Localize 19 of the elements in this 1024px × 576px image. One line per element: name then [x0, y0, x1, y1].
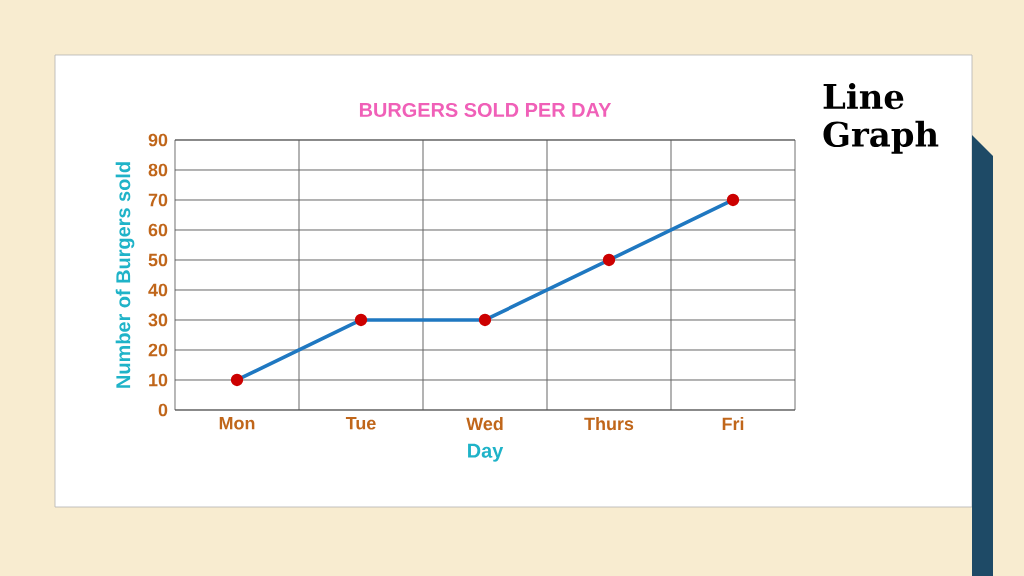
y-tick-label: 20: [148, 343, 168, 357]
x-axis-title: Day: [468, 443, 504, 462]
x-tick-label: Fri: [722, 417, 744, 431]
y-tick-label: 70: [148, 193, 168, 207]
y-tick-label: 0: [158, 403, 168, 417]
x-tick-label: Tue: [345, 417, 376, 430]
text: Line Graph: [823, 83, 939, 154]
y-tick-label: 80: [148, 163, 168, 177]
chart-title: BURGERS SOLD PER DAY: [359, 102, 612, 117]
y-axis-title: Number of Burgers sold: [115, 162, 135, 388]
y-tick-label: 50: [148, 253, 168, 267]
x-tick-label: Thurs: [584, 417, 634, 431]
y-tick-label: 10: [149, 373, 168, 387]
y-tick-label: 60: [148, 223, 168, 237]
x-tick-label: Wed: [466, 417, 503, 431]
y-tick-label: 30: [148, 313, 168, 327]
y-tick-label: 90: [148, 133, 168, 147]
x-tick-label: Mon: [219, 417, 255, 430]
y-tick-label: 40: [148, 283, 168, 297]
